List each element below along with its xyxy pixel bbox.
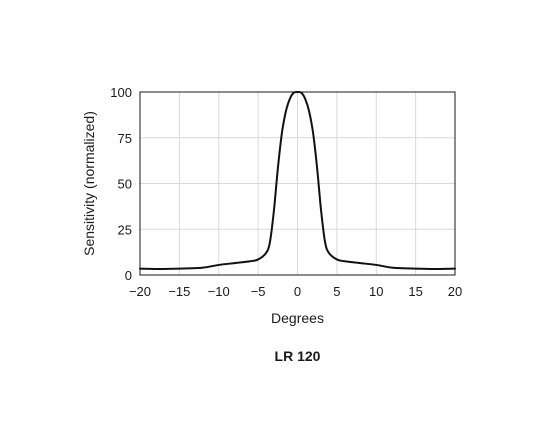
- y-tick-label: 75: [118, 131, 132, 146]
- x-tick-label: −20: [129, 284, 151, 299]
- y-tick-label: 0: [125, 268, 132, 283]
- x-tick-label: 10: [369, 284, 383, 299]
- y-tick-label: 50: [118, 177, 132, 192]
- y-axis-label: Sensitivity (normalized): [81, 111, 97, 256]
- chart-caption: LR 120: [275, 348, 321, 364]
- x-axis-ticks: −20 −15 −10 −5 0 5 10 15 20: [129, 284, 462, 299]
- x-tick-label: −15: [168, 284, 190, 299]
- x-tick-label: 20: [448, 284, 462, 299]
- x-tick-label: −10: [208, 284, 230, 299]
- sensitivity-curve: [139, 90, 456, 270]
- x-tick-label: 5: [333, 284, 340, 299]
- y-axis-ticks: 0 25 50 75 100: [110, 85, 132, 283]
- x-tick-label: −5: [251, 284, 266, 299]
- x-tick-label: 15: [408, 284, 422, 299]
- y-tick-label: 25: [118, 222, 132, 237]
- x-tick-label: 0: [294, 284, 301, 299]
- grid: [140, 92, 455, 275]
- x-axis-label: Degrees: [271, 310, 324, 326]
- y-tick-label: 100: [110, 85, 132, 100]
